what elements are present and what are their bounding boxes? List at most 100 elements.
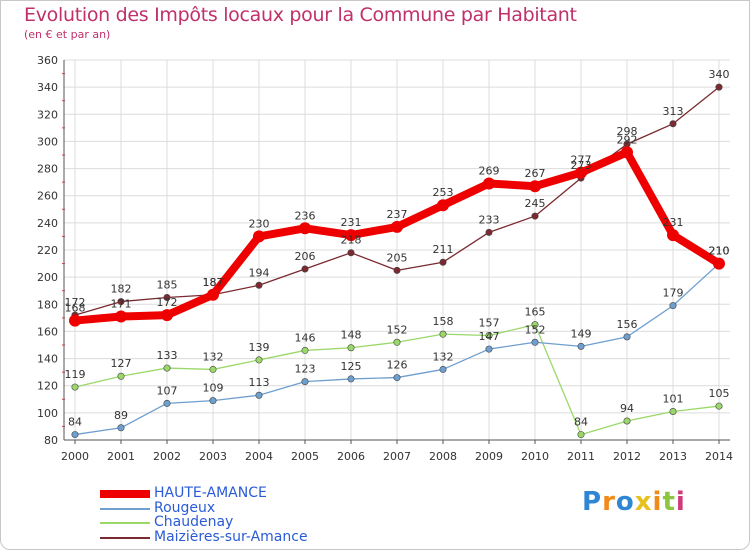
x-tick-label: 2012 (613, 450, 641, 463)
y-tick-label: 240 (37, 217, 58, 230)
data-point-1 (117, 424, 125, 432)
data-point-1 (255, 391, 263, 399)
data-label: 194 (249, 266, 270, 279)
x-tick-label: 2006 (337, 450, 365, 463)
data-label: 156 (617, 318, 638, 331)
data-point-0 (207, 288, 219, 301)
data-point-1 (531, 338, 539, 346)
data-label: 211 (433, 243, 454, 256)
data-label: 133 (157, 349, 178, 362)
data-label: 179 (663, 287, 684, 300)
data-point-2 (623, 417, 631, 425)
data-point-1 (209, 397, 217, 405)
data-label: 218 (341, 234, 362, 247)
data-label: 172 (65, 296, 86, 309)
data-label: 109 (203, 382, 224, 395)
y-tick-label: 100 (37, 407, 58, 420)
data-point-0 (115, 310, 127, 323)
y-tick-label: 300 (37, 135, 58, 148)
data-label: 206 (295, 250, 316, 263)
data-label: 245 (525, 197, 546, 210)
data-point-3 (669, 120, 677, 128)
data-point-3 (393, 266, 401, 274)
x-tick-label: 2014 (705, 450, 733, 463)
y-tick-label: 340 (37, 81, 58, 94)
data-point-2 (393, 338, 401, 346)
data-label: 277 (571, 154, 592, 167)
data-point-2 (301, 346, 309, 354)
data-point-1 (669, 302, 677, 310)
data-point-3 (347, 249, 355, 257)
data-label: 267 (525, 167, 546, 180)
x-tick-label: 2013 (659, 450, 687, 463)
data-point-1 (393, 374, 401, 382)
data-point-2 (117, 372, 125, 380)
data-point-0 (253, 230, 265, 243)
data-label: 187 (203, 276, 224, 289)
data-label: 158 (433, 315, 454, 328)
data-label: 292 (617, 133, 638, 146)
data-label: 105 (709, 387, 730, 400)
data-label: 185 (157, 279, 178, 292)
data-label: 125 (341, 360, 362, 373)
x-tick-label: 2002 (153, 450, 181, 463)
x-tick-label: 2001 (107, 450, 135, 463)
data-point-3 (531, 212, 539, 220)
data-point-0 (621, 146, 633, 159)
data-label: 231 (663, 216, 684, 229)
data-point-1 (347, 375, 355, 383)
data-point-2 (439, 330, 447, 338)
data-point-1 (439, 365, 447, 373)
data-point-2 (531, 321, 539, 329)
legend-label-maizieres: Maizières-sur-Amance (154, 529, 308, 545)
data-label: 123 (295, 363, 316, 376)
y-tick-label: 140 (37, 353, 58, 366)
data-point-2 (209, 365, 217, 373)
x-tick-label: 2000 (61, 450, 89, 463)
y-tick-label: 180 (37, 298, 58, 311)
data-label: 149 (571, 327, 592, 340)
data-label: 127 (111, 357, 132, 370)
logo-letter: P (582, 487, 603, 517)
data-point-0 (345, 229, 357, 242)
x-tick-label: 2007 (383, 450, 411, 463)
data-label: 171 (111, 298, 132, 311)
data-label: 126 (387, 359, 408, 372)
data-label: 172 (157, 296, 178, 309)
data-point-1 (577, 342, 585, 350)
logo-letter: r (602, 487, 616, 517)
y-tick-label: 160 (37, 325, 58, 338)
data-label: 273 (571, 159, 592, 172)
data-label: 148 (341, 329, 362, 342)
legend-label-rougeux: Rougeux (154, 500, 216, 516)
data-label: 237 (387, 208, 408, 221)
logo-letter: i (652, 487, 663, 517)
data-point-0 (161, 309, 173, 322)
data-label: 146 (295, 331, 316, 344)
data-point-2 (71, 383, 79, 391)
data-point-2 (255, 356, 263, 364)
data-point-0 (713, 257, 725, 270)
logo-letter: o (615, 487, 635, 517)
data-label: 107 (157, 384, 178, 397)
y-tick-label: 260 (37, 190, 58, 203)
data-label: 182 (111, 283, 132, 296)
data-label: 230 (249, 217, 270, 230)
data-label: 147 (479, 330, 500, 343)
legend-swatch-maizieres (100, 537, 150, 539)
y-tick-label: 80 (44, 434, 58, 447)
legend-swatch-rougeux (100, 508, 150, 510)
data-point-0 (575, 166, 587, 179)
data-point-2 (669, 407, 677, 415)
data-label: 84 (574, 416, 588, 429)
data-point-0 (437, 199, 449, 212)
legend-swatch-haute-amance (100, 490, 150, 498)
logo-letter: x (634, 487, 653, 517)
data-label: 253 (433, 186, 454, 199)
proxiti-logo: Proxiti (582, 487, 686, 517)
data-point-3 (117, 298, 125, 306)
data-label: 187 (203, 276, 224, 289)
data-point-0 (69, 314, 81, 327)
data-label: 165 (525, 306, 546, 319)
data-point-2 (485, 331, 493, 339)
